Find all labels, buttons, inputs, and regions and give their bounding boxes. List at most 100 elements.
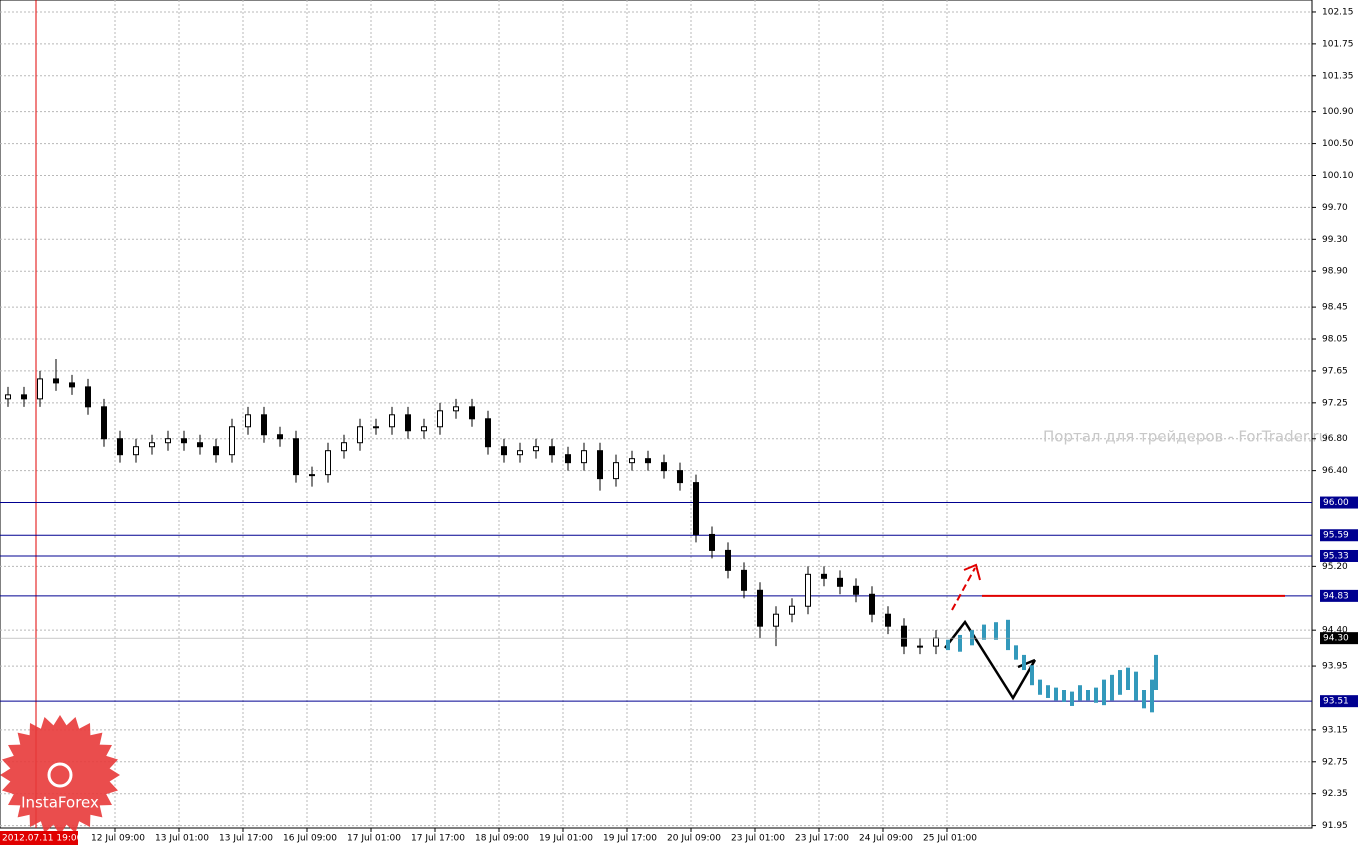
forecast-arrow bbox=[951, 567, 976, 611]
y-tick-label: 98.45 bbox=[1322, 303, 1348, 313]
x-tick-label: 25 Jul 01:00 bbox=[923, 834, 977, 844]
y-tick-label: 95.20 bbox=[1322, 562, 1348, 572]
candle-body bbox=[901, 625, 907, 647]
candle-body bbox=[37, 378, 43, 400]
candle-body bbox=[117, 438, 123, 456]
level-label-box bbox=[1320, 496, 1358, 509]
y-tick-label: 101.75 bbox=[1322, 39, 1354, 49]
candle-body bbox=[133, 446, 139, 456]
candle-body bbox=[245, 414, 251, 428]
x-tick-label: 23 Jul 01:00 bbox=[731, 834, 785, 844]
candle-body bbox=[21, 394, 27, 400]
x-tick-label: 16 Jul 09:00 bbox=[283, 834, 337, 844]
level-label-box bbox=[1320, 589, 1358, 602]
y-tick-label: 93.15 bbox=[1322, 725, 1348, 735]
candle-body bbox=[789, 605, 795, 615]
candle-body bbox=[773, 613, 779, 627]
candle-body bbox=[517, 450, 523, 456]
y-tick-label: 99.70 bbox=[1322, 203, 1348, 213]
y-tick-label: 100.90 bbox=[1322, 107, 1354, 117]
candle-body bbox=[709, 533, 715, 551]
candle-body bbox=[741, 569, 747, 591]
candle-body bbox=[229, 426, 235, 456]
y-tick-label: 96.80 bbox=[1322, 434, 1348, 444]
logo: InstaForex bbox=[0, 715, 120, 835]
x-tick-label: 17 Jul 01:00 bbox=[347, 834, 401, 844]
candle-body bbox=[325, 450, 331, 476]
cursor-label: 2012.07.11 19:00 bbox=[2, 834, 83, 844]
level-label: 95.59 bbox=[1323, 531, 1349, 541]
candle-body bbox=[693, 482, 699, 535]
y-tick-label: 99.30 bbox=[1322, 235, 1348, 245]
level-label: 93.51 bbox=[1323, 697, 1349, 707]
candle-body bbox=[933, 637, 939, 647]
level-label: 96.00 bbox=[1323, 498, 1349, 508]
candle-body bbox=[309, 474, 315, 477]
logo-badge bbox=[0, 715, 120, 835]
candle-body bbox=[805, 573, 811, 607]
y-tick-label: 98.90 bbox=[1322, 267, 1348, 277]
x-tick-label: 24 Jul 09:00 bbox=[859, 834, 913, 844]
y-tick-label: 100.50 bbox=[1322, 139, 1354, 149]
y-tick-label: 97.65 bbox=[1322, 366, 1348, 376]
x-tick-label: 20 Jul 09:00 bbox=[667, 834, 721, 844]
cursor-label-box bbox=[0, 831, 78, 845]
candle-body bbox=[613, 462, 619, 480]
candle-body bbox=[645, 458, 651, 464]
candle-body bbox=[469, 406, 475, 420]
candle-body bbox=[357, 426, 363, 444]
candle-body bbox=[53, 378, 59, 384]
candle-body bbox=[213, 446, 219, 456]
candle-body bbox=[565, 454, 571, 464]
candle-body bbox=[453, 406, 459, 412]
candle-body bbox=[869, 593, 875, 615]
candle-body bbox=[101, 406, 107, 440]
level-label: 95.33 bbox=[1323, 551, 1349, 561]
logo-text: InstaForex bbox=[21, 794, 99, 812]
y-tick-label: 98.05 bbox=[1322, 335, 1348, 345]
candle-body bbox=[85, 386, 91, 408]
y-tick-label: 97.25 bbox=[1322, 398, 1348, 408]
forecast-arrow-head bbox=[963, 563, 981, 581]
plot-area bbox=[0, 0, 1313, 829]
candle-body bbox=[853, 585, 859, 595]
candle-body bbox=[5, 394, 11, 400]
candle-body bbox=[677, 470, 683, 484]
candle-body bbox=[501, 446, 507, 456]
marks bbox=[0, 358, 1312, 713]
candle-body bbox=[725, 549, 731, 571]
candle-body bbox=[373, 426, 379, 429]
y-tick-label: 94.40 bbox=[1322, 626, 1348, 636]
x-tick-label: 23 Jul 17:00 bbox=[795, 834, 849, 844]
y-tick-label: 100.10 bbox=[1322, 171, 1354, 181]
level-label: 94.83 bbox=[1323, 591, 1349, 601]
candle-body bbox=[277, 434, 283, 440]
y-tick-label: 96.40 bbox=[1322, 466, 1348, 476]
level-label-box bbox=[1320, 695, 1358, 708]
candle-body bbox=[485, 418, 491, 448]
candle-body bbox=[837, 577, 843, 587]
candle-body bbox=[597, 450, 603, 480]
level-label-box bbox=[1320, 529, 1358, 542]
x-tick-label: 12 Jul 09:00 bbox=[91, 834, 145, 844]
candle-body bbox=[661, 462, 667, 472]
zigzag bbox=[944, 619, 1037, 701]
x-tick-label: 18 Jul 09:00 bbox=[475, 834, 529, 844]
current-price-label: 94.30 bbox=[1323, 634, 1349, 644]
candle-body bbox=[549, 446, 555, 456]
candle-body bbox=[149, 442, 155, 448]
y-tick-label: 92.75 bbox=[1322, 757, 1348, 767]
y-tick-label: 93.95 bbox=[1322, 662, 1348, 672]
candle-body bbox=[581, 450, 587, 464]
candle-body bbox=[437, 410, 443, 428]
candle-body bbox=[181, 438, 187, 444]
candle-body bbox=[917, 645, 923, 648]
y-tick-label: 92.35 bbox=[1322, 789, 1348, 799]
candle-body bbox=[69, 382, 75, 388]
logo-icon bbox=[47, 762, 73, 788]
candle-body bbox=[389, 414, 395, 428]
x-tick-label: 19 Jul 17:00 bbox=[603, 834, 657, 844]
x-tick-label: 19 Jul 01:00 bbox=[539, 834, 593, 844]
x-tick-label: 13 Jul 01:00 bbox=[155, 834, 209, 844]
